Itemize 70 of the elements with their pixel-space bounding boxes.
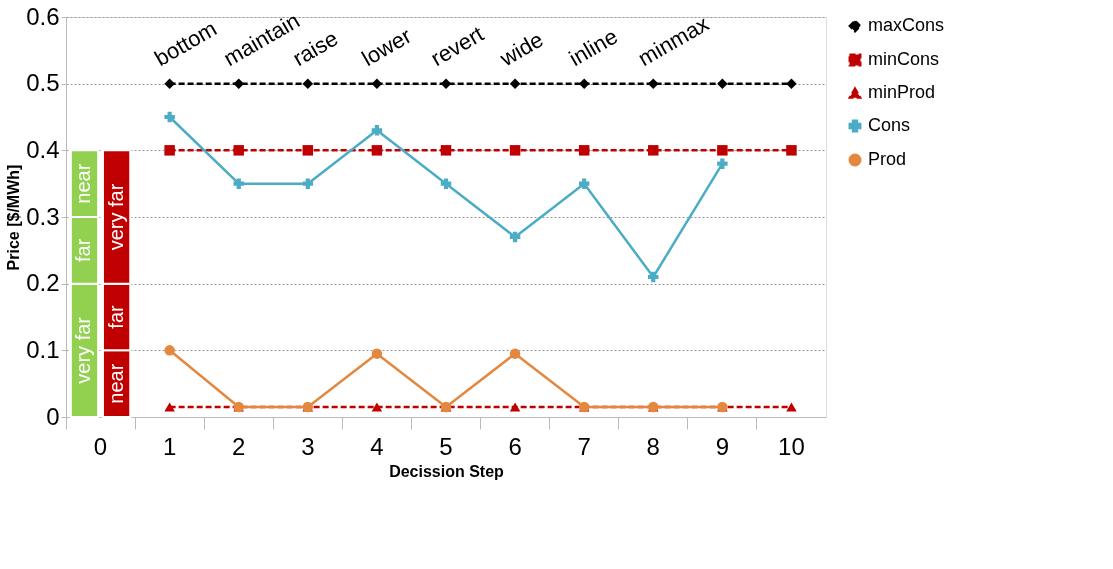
annotation: lower [357, 23, 416, 71]
legend-label: Prod [868, 149, 907, 169]
point [233, 178, 244, 189]
point [164, 345, 175, 356]
y-tick-label: 0.1 [26, 335, 60, 363]
point [509, 145, 521, 156]
point [233, 78, 244, 89]
data-label: very far [104, 183, 127, 251]
x-tick-label: 8 [646, 432, 660, 460]
annotation: inline [564, 23, 622, 71]
legend-label: minProd [868, 82, 936, 102]
point [509, 231, 521, 243]
x-tick-label: 9 [715, 432, 730, 460]
point [440, 145, 452, 156]
point [648, 271, 659, 283]
point [233, 145, 244, 156]
point [717, 158, 728, 169]
y-tick-label: 0 [46, 402, 60, 430]
data-label: far [72, 238, 95, 263]
y-tick-label: 0.2 [26, 269, 60, 297]
x-tick-label: 4 [370, 432, 384, 460]
x-tick-label: 2 [232, 432, 246, 460]
point [164, 78, 175, 89]
point [509, 348, 521, 359]
x-tick-label: 10 [778, 432, 805, 460]
point [371, 125, 383, 136]
point [371, 78, 383, 89]
data-label: very far [72, 316, 95, 384]
point [440, 178, 452, 189]
x-tick-label: 1 [162, 432, 177, 460]
data-label: near [104, 363, 127, 404]
point [648, 78, 659, 89]
x-tick-label: 7 [577, 432, 591, 460]
point [578, 78, 590, 89]
legend-label: Cons [868, 115, 911, 135]
x-tick-label: 0 [93, 432, 108, 460]
data-label: far [104, 304, 127, 329]
x-axis-title: Decission Step [389, 462, 505, 480]
point [302, 178, 314, 189]
point [786, 78, 797, 89]
x-tick-label: 5 [439, 432, 453, 460]
point [717, 78, 728, 89]
y-axis-title: Price [$/MWh] [5, 164, 23, 271]
annotation: wide [494, 26, 548, 72]
point [578, 145, 590, 156]
x-tick-label: 3 [301, 432, 315, 460]
y-tick-label: 0.3 [26, 202, 60, 230]
data-label: near [72, 163, 95, 204]
point [302, 145, 314, 156]
point [578, 178, 590, 189]
point [509, 78, 521, 89]
legend-label: minCons [868, 49, 940, 69]
point [786, 145, 797, 156]
y-tick-label: 0.6 [26, 2, 60, 30]
point [371, 402, 383, 412]
point [786, 402, 797, 412]
point [164, 111, 175, 123]
y-tick-label: 0.5 [26, 69, 60, 97]
point [717, 145, 728, 156]
point [509, 402, 521, 412]
point [164, 145, 175, 156]
x-tick-label: 6 [508, 432, 522, 460]
point [371, 348, 383, 359]
point [371, 145, 383, 156]
legend-label: maxCons [868, 15, 945, 35]
y-tick-label: 0.4 [26, 135, 60, 163]
point [164, 402, 175, 412]
point [648, 145, 659, 156]
point [440, 78, 452, 89]
point [302, 78, 314, 89]
